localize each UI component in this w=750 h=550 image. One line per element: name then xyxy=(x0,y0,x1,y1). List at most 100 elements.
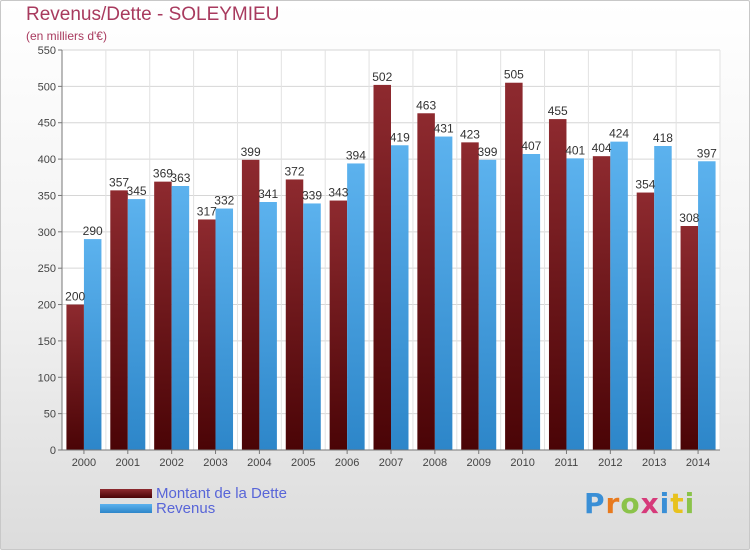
chart-subtitle: (en milliers d'€) xyxy=(26,29,107,43)
y-tick-label: 550 xyxy=(38,45,56,57)
bar-revenus xyxy=(522,154,541,450)
data-label-revenus: 394 xyxy=(346,148,366,162)
logo-letter: i xyxy=(684,487,696,520)
data-label-dette: 317 xyxy=(197,204,217,218)
y-tick-label: 450 xyxy=(38,118,56,130)
logo-letter: r xyxy=(605,487,621,520)
logo-letter: t xyxy=(670,487,685,520)
bar-dette xyxy=(680,226,699,450)
bar-dette xyxy=(66,304,84,450)
bar-revenus xyxy=(215,208,234,450)
bar-revenus xyxy=(434,136,453,450)
y-tick-label: 0 xyxy=(50,445,56,457)
data-label-revenus: 431 xyxy=(434,122,454,136)
bar-revenus xyxy=(347,163,365,451)
data-label-dette: 505 xyxy=(504,68,524,82)
data-label-revenus: 363 xyxy=(170,171,190,185)
y-tick-label: 100 xyxy=(38,372,56,384)
x-tick-label: 2002 xyxy=(159,457,183,469)
legend-label-dette: Montant de la Dette xyxy=(156,485,287,502)
data-label-dette: 200 xyxy=(65,290,85,304)
y-tick-label: 500 xyxy=(38,81,56,93)
data-label-dette: 455 xyxy=(548,104,568,118)
data-label-revenus: 407 xyxy=(521,139,541,153)
data-label-revenus: 341 xyxy=(258,187,278,201)
data-label-revenus: 399 xyxy=(477,145,497,159)
data-label-dette: 463 xyxy=(416,98,436,112)
bar-dette xyxy=(198,219,216,450)
data-label-revenus: 345 xyxy=(127,184,147,198)
bar-dette xyxy=(110,190,128,450)
bar-dette xyxy=(285,179,304,451)
legend-swatch-revenus xyxy=(100,504,152,513)
bar-revenus xyxy=(171,186,190,450)
x-tick-label: 2004 xyxy=(247,457,271,469)
data-label-revenus: 290 xyxy=(83,224,103,238)
x-tick-label: 2006 xyxy=(335,457,359,469)
y-tick-label: 200 xyxy=(38,300,56,312)
bar-dette xyxy=(548,119,567,450)
y-tick-label: 300 xyxy=(38,227,56,239)
bar-dette xyxy=(592,156,611,450)
x-tick-label: 2008 xyxy=(423,457,447,469)
data-label-revenus: 401 xyxy=(565,143,585,157)
x-tick-label: 2000 xyxy=(72,457,96,469)
x-tick-label: 2014 xyxy=(686,457,710,469)
logo-letter: i xyxy=(659,487,671,520)
data-label-revenus: 332 xyxy=(214,194,234,208)
bar-revenus xyxy=(610,141,628,451)
data-label-dette: 369 xyxy=(153,167,173,181)
y-tick-label: 250 xyxy=(38,263,56,275)
logo-letter: P xyxy=(584,487,606,520)
proxiti-logo: Proxiti xyxy=(584,487,695,520)
y-tick-label: 400 xyxy=(38,154,56,166)
bar-dette xyxy=(373,84,391,450)
data-label-revenus: 419 xyxy=(390,130,410,144)
y-tick-label: 350 xyxy=(38,190,56,202)
data-label-dette: 357 xyxy=(109,175,129,189)
data-label-dette: 502 xyxy=(372,70,392,84)
bar-dette xyxy=(154,181,172,451)
bar-dette xyxy=(329,200,348,450)
y-tick-label: 50 xyxy=(44,409,56,421)
bar-dette xyxy=(461,142,479,450)
chart-title: Revenus/Dette - SOLEYMIEU xyxy=(26,4,280,25)
x-tick-label: 2003 xyxy=(203,457,227,469)
bar-dette xyxy=(241,159,260,450)
bar-dette xyxy=(417,113,435,450)
x-tick-label: 2013 xyxy=(642,457,666,469)
data-label-revenus: 397 xyxy=(697,146,717,160)
data-label-dette: 423 xyxy=(460,127,480,141)
data-label-revenus: 424 xyxy=(609,127,629,141)
legend-swatch-dette xyxy=(100,489,152,498)
bar-revenus xyxy=(654,146,672,450)
x-tick-label: 2005 xyxy=(291,457,315,469)
data-label-dette: 404 xyxy=(592,141,612,155)
data-label-dette: 354 xyxy=(635,178,655,192)
bar-revenus xyxy=(83,239,102,450)
logo-letter: x xyxy=(640,487,660,520)
x-tick-label: 2012 xyxy=(598,457,622,469)
bar-revenus xyxy=(303,203,321,450)
bar-revenus xyxy=(127,199,146,450)
data-label-revenus: 339 xyxy=(302,188,322,202)
bar-revenus xyxy=(478,159,497,450)
data-label-revenus: 418 xyxy=(653,131,673,145)
bar-revenus xyxy=(391,145,409,451)
x-tick-label: 2007 xyxy=(379,457,403,469)
bar-dette xyxy=(505,82,523,451)
data-label-dette: 372 xyxy=(285,164,305,178)
x-tick-label: 2011 xyxy=(555,457,579,469)
data-label-dette: 308 xyxy=(679,211,699,225)
legend-label-revenus: Revenus xyxy=(156,500,216,517)
logo-letter: o xyxy=(620,487,641,520)
bar-revenus xyxy=(698,161,716,451)
x-tick-label: 2001 xyxy=(116,457,140,469)
bar-dette xyxy=(636,192,655,450)
x-tick-label: 2009 xyxy=(466,457,490,469)
bar-revenus xyxy=(259,202,277,450)
x-tick-label: 2010 xyxy=(510,457,534,469)
data-label-dette: 399 xyxy=(241,145,261,159)
data-label-dette: 343 xyxy=(328,186,348,200)
